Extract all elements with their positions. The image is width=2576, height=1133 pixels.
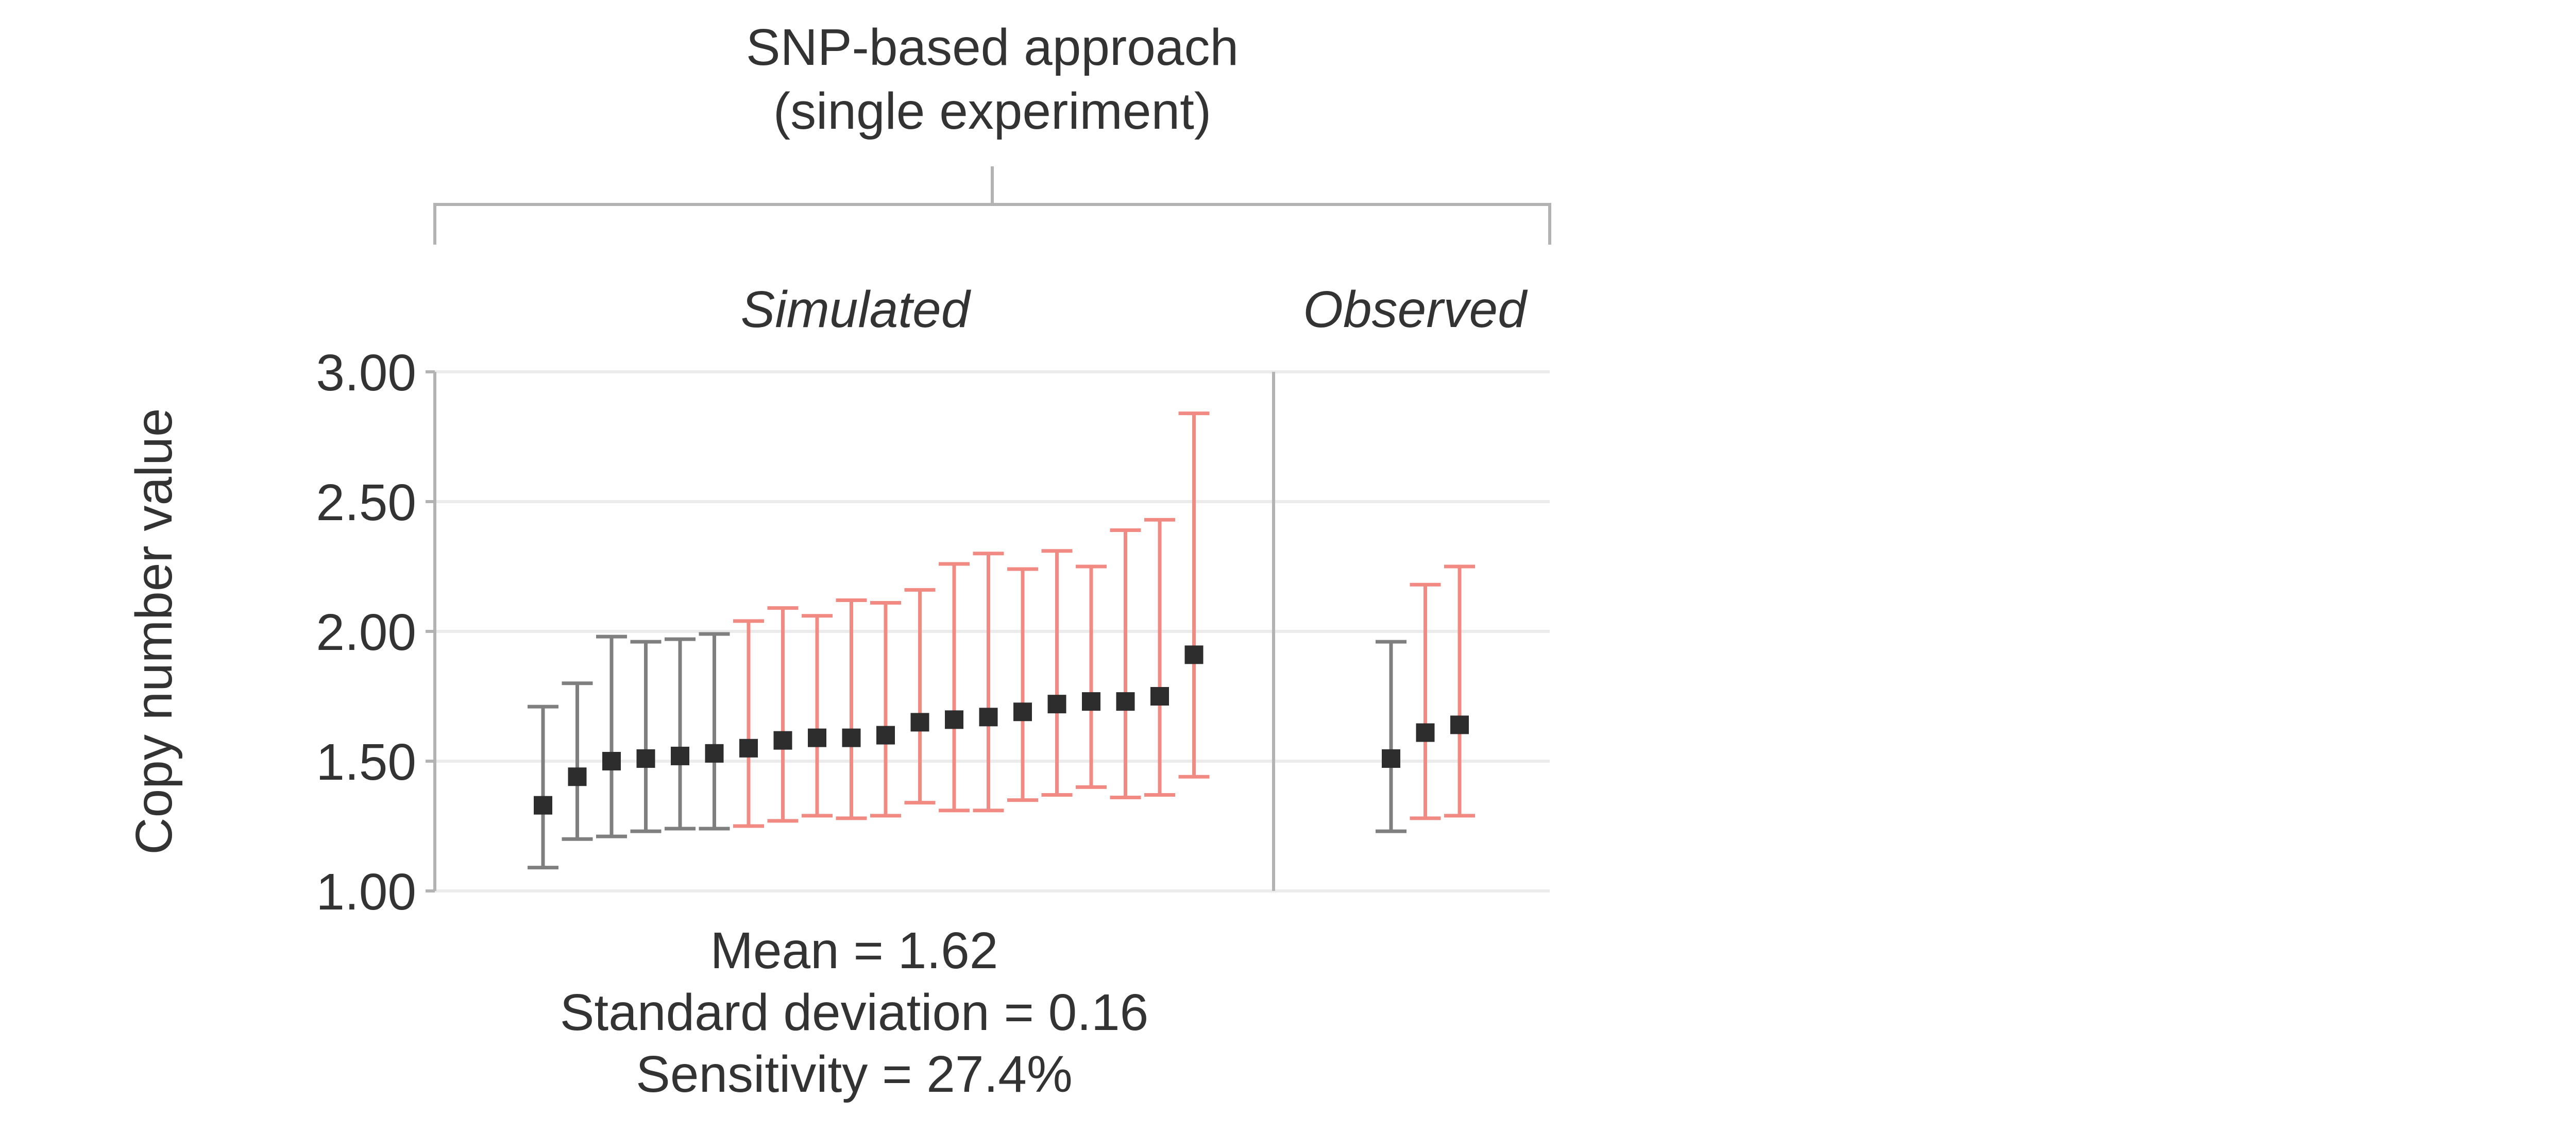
y-axis-ticks: 1.00 1.50 2.00 2.50 3.00 (316, 344, 435, 921)
point-marker (1116, 692, 1135, 711)
simulated-data-point (836, 598, 867, 820)
point-marker (671, 746, 689, 765)
simulated-data-point (1076, 564, 1107, 789)
y-tick-label: 1.50 (316, 733, 416, 791)
simulated-data-point (939, 562, 970, 813)
point-marker (979, 708, 998, 727)
stat-standard-deviation: Standard deviation = 0.16 (560, 984, 1149, 1041)
point-marker (739, 739, 758, 758)
y-tick-label: 1.00 (316, 863, 416, 921)
observed-data-point (1376, 640, 1406, 833)
simulated-data-point (596, 634, 627, 838)
chart-title-line-1: SNP-based approach (746, 19, 1239, 76)
simulated-data-point (630, 640, 662, 833)
point-marker (1450, 715, 1469, 734)
point-marker (568, 767, 587, 786)
point-marker (1416, 723, 1435, 742)
point-marker (808, 728, 826, 747)
point-marker (945, 710, 963, 729)
stat-sensitivity: Sensitivity = 27.4% (636, 1045, 1073, 1103)
point-marker (842, 728, 861, 747)
data-points (528, 411, 1475, 870)
observed-data-point (1444, 564, 1475, 818)
point-marker (636, 749, 655, 768)
chart-title-line-2: (single experiment) (773, 82, 1211, 140)
gridlines (435, 370, 1550, 892)
panel-label-observed: Observed (1303, 281, 1528, 338)
point-marker (705, 744, 724, 763)
simulated-data-point (767, 606, 799, 823)
simulated-data-point (1178, 411, 1210, 779)
y-tick-label: 2.00 (316, 604, 416, 661)
simulated-data-point (665, 637, 696, 831)
simulated-data-point (973, 552, 1004, 813)
simulated-data-point (733, 619, 764, 828)
simulated-data-point (870, 601, 901, 818)
title-bracket (433, 166, 1551, 245)
simulated-data-point (1110, 528, 1141, 800)
point-marker (773, 731, 792, 750)
simulated-data-point (528, 705, 558, 870)
y-tick-label: 3.00 (316, 344, 416, 402)
point-marker (1184, 645, 1204, 664)
point-marker (534, 796, 552, 815)
point-marker (1382, 749, 1400, 768)
y-tick-label: 2.50 (316, 474, 416, 531)
point-marker (910, 713, 929, 732)
simulated-data-point (1144, 518, 1175, 797)
simulated-data-point (802, 614, 833, 818)
simulated-data-point (699, 632, 730, 831)
point-marker (602, 752, 621, 770)
simulated-data-point (562, 681, 593, 841)
simulated-data-point (904, 588, 936, 805)
simulated-data-point (1007, 567, 1038, 802)
point-marker (1047, 695, 1066, 714)
panel-label-simulated: Simulated (741, 281, 972, 338)
stat-mean: Mean = 1.62 (710, 922, 998, 980)
observed-data-point (1410, 582, 1441, 820)
simulated-data-point (1041, 549, 1073, 797)
point-marker (1082, 692, 1100, 711)
point-marker (1150, 687, 1169, 706)
point-marker (1013, 702, 1032, 722)
y-axis-label: Copy number value (125, 408, 183, 854)
point-marker (876, 726, 895, 745)
